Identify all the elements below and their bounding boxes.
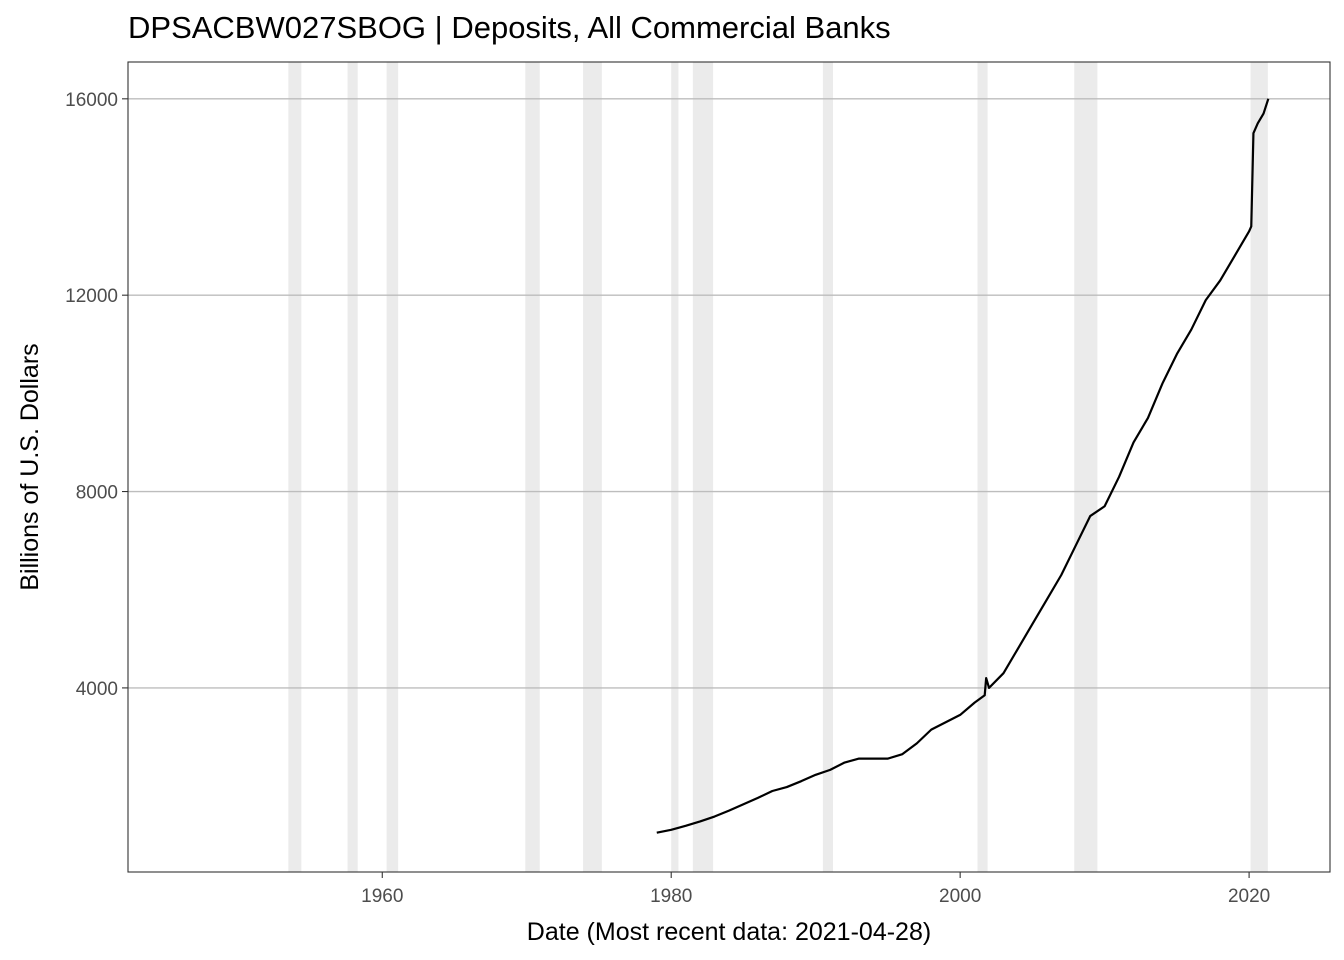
y-gridlines xyxy=(128,98,1330,689)
x-tick-label: 1960 xyxy=(361,886,403,907)
recession-band xyxy=(1250,62,1268,872)
x-axis-title: Date (Most recent data: 2021-04-28) xyxy=(527,918,931,946)
recession-band xyxy=(671,62,679,872)
deposits-line xyxy=(656,98,1270,834)
x-axis-ticks: 1960 1980 2000 2020 xyxy=(361,872,1270,907)
chart-title: DPSACBW027SBOG | Deposits, All Commercia… xyxy=(128,10,891,45)
plot-border xyxy=(127,61,1331,873)
y-tick-label: 12000 xyxy=(65,286,118,307)
x-tick-label: 2000 xyxy=(939,886,981,907)
recession-band xyxy=(977,62,988,872)
recession-band xyxy=(583,62,602,872)
x-tick-label: 2020 xyxy=(1228,886,1270,907)
x-tick-label: 1980 xyxy=(650,886,692,907)
recession-band xyxy=(525,62,540,872)
recession-band xyxy=(386,62,399,872)
y-tick-label: 16000 xyxy=(65,90,118,111)
plot-panel xyxy=(128,62,1330,872)
recession-band xyxy=(288,62,302,872)
recession-band xyxy=(692,62,714,872)
recession-band xyxy=(347,62,358,872)
y-axis-ticks: 4000 8000 12000 16000 xyxy=(65,90,128,700)
recession-band xyxy=(1074,62,1098,872)
recession-bands xyxy=(288,62,1268,872)
y-tick-label: 4000 xyxy=(76,679,118,700)
recession-band xyxy=(822,62,834,872)
y-axis-title: Billions of U.S. Dollars xyxy=(16,343,44,590)
y-tick-label: 8000 xyxy=(76,483,118,504)
